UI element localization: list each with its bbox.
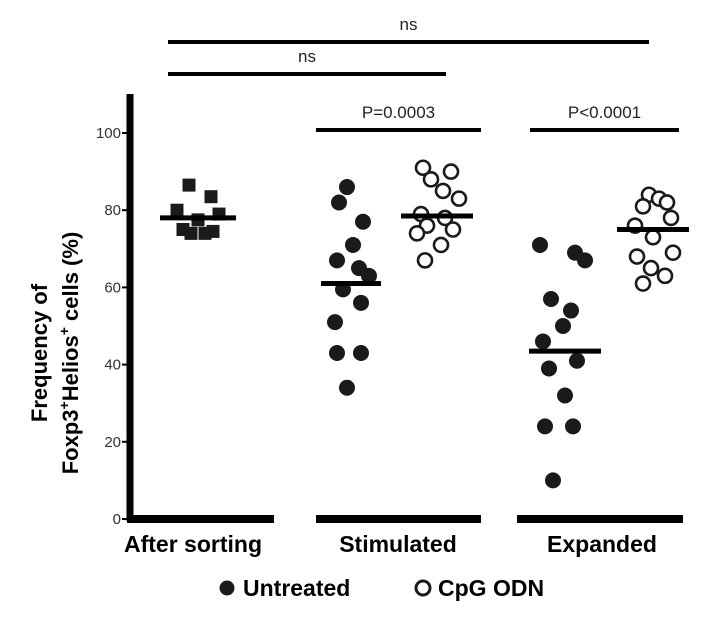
data-point (656, 267, 674, 285)
data-point (204, 190, 218, 204)
y-tick-label-20: 20 (104, 434, 121, 451)
data-point (658, 194, 676, 211)
axes: 0 20 40 60 80 100 (96, 94, 683, 528)
data-point (329, 252, 345, 269)
data-point (535, 333, 551, 350)
data-point (414, 159, 432, 177)
data-point (545, 472, 561, 489)
series-expanded-untreated (529, 236, 601, 489)
data-point (577, 252, 593, 269)
data-marks (160, 159, 689, 489)
data-point (634, 275, 652, 292)
y-tick-label-60: 60 (104, 279, 121, 296)
y-axis-title: Frequency of (27, 283, 52, 422)
legend-cpg-odn-marker (414, 579, 432, 597)
y-tick-label-0: 0 (113, 511, 121, 528)
data-point (537, 418, 553, 435)
series-expanded-cpg-odn (617, 186, 689, 292)
comparison-label-4: P<0.0001 (568, 103, 641, 122)
comparison-label-2: ns (298, 47, 316, 66)
data-point (532, 236, 548, 253)
legend-cpg-odn-label: CpG ODN (438, 575, 544, 601)
data-point (563, 302, 579, 319)
data-point (198, 226, 212, 240)
data-point (331, 194, 347, 211)
series-after-sorting-untreated (160, 178, 236, 240)
data-point (416, 252, 434, 269)
data-point (628, 248, 646, 265)
comparison-label-3: P=0.0003 (362, 103, 435, 122)
series-stimulated-untreated (321, 179, 381, 396)
category-label-after-sorting: After sorting (124, 531, 262, 557)
data-point (345, 236, 361, 253)
data-point (555, 318, 571, 334)
data-point (569, 352, 585, 369)
legend: Untreated CpG ODN (219, 575, 544, 601)
data-point (355, 213, 371, 230)
data-point (184, 226, 198, 240)
category-label-stimulated: Stimulated (339, 531, 457, 557)
y-tick-label-100: 100 (96, 125, 121, 142)
data-point (327, 314, 343, 331)
data-point (450, 190, 468, 207)
data-point (329, 345, 345, 362)
y-tick-label-80: 80 (104, 202, 121, 219)
data-point (434, 182, 452, 200)
data-point (353, 345, 369, 362)
data-point (634, 198, 652, 215)
y-axis-title-line2: Foxp3+Helios+ cells (%) (56, 232, 83, 475)
series-stimulated-cpg-odn (401, 159, 473, 269)
data-point (361, 267, 377, 284)
data-point (664, 244, 682, 261)
data-point (557, 387, 573, 404)
data-point (182, 178, 196, 192)
data-point (543, 290, 559, 307)
legend-untreated-marker (219, 580, 235, 596)
significance-brackets: ns ns P=0.0003 P<0.0001 (168, 15, 679, 132)
data-point (408, 225, 426, 242)
legend-untreated-label: Untreated (243, 575, 350, 601)
data-point (444, 221, 462, 238)
data-point (642, 259, 660, 277)
data-point (353, 294, 369, 311)
data-point (662, 209, 680, 227)
data-point (541, 360, 557, 377)
category-label-expanded: Expanded (547, 531, 657, 557)
comparison-label-1: ns (400, 15, 418, 34)
data-point (565, 418, 581, 435)
data-point (644, 228, 662, 246)
y-tick-label-40: 40 (104, 357, 121, 374)
data-point (339, 179, 355, 196)
data-point (170, 203, 184, 217)
data-point (442, 163, 460, 180)
data-point (422, 171, 440, 188)
y-axis-title-line1: Frequency of (27, 283, 52, 422)
data-point (339, 379, 355, 396)
data-point (432, 236, 450, 254)
